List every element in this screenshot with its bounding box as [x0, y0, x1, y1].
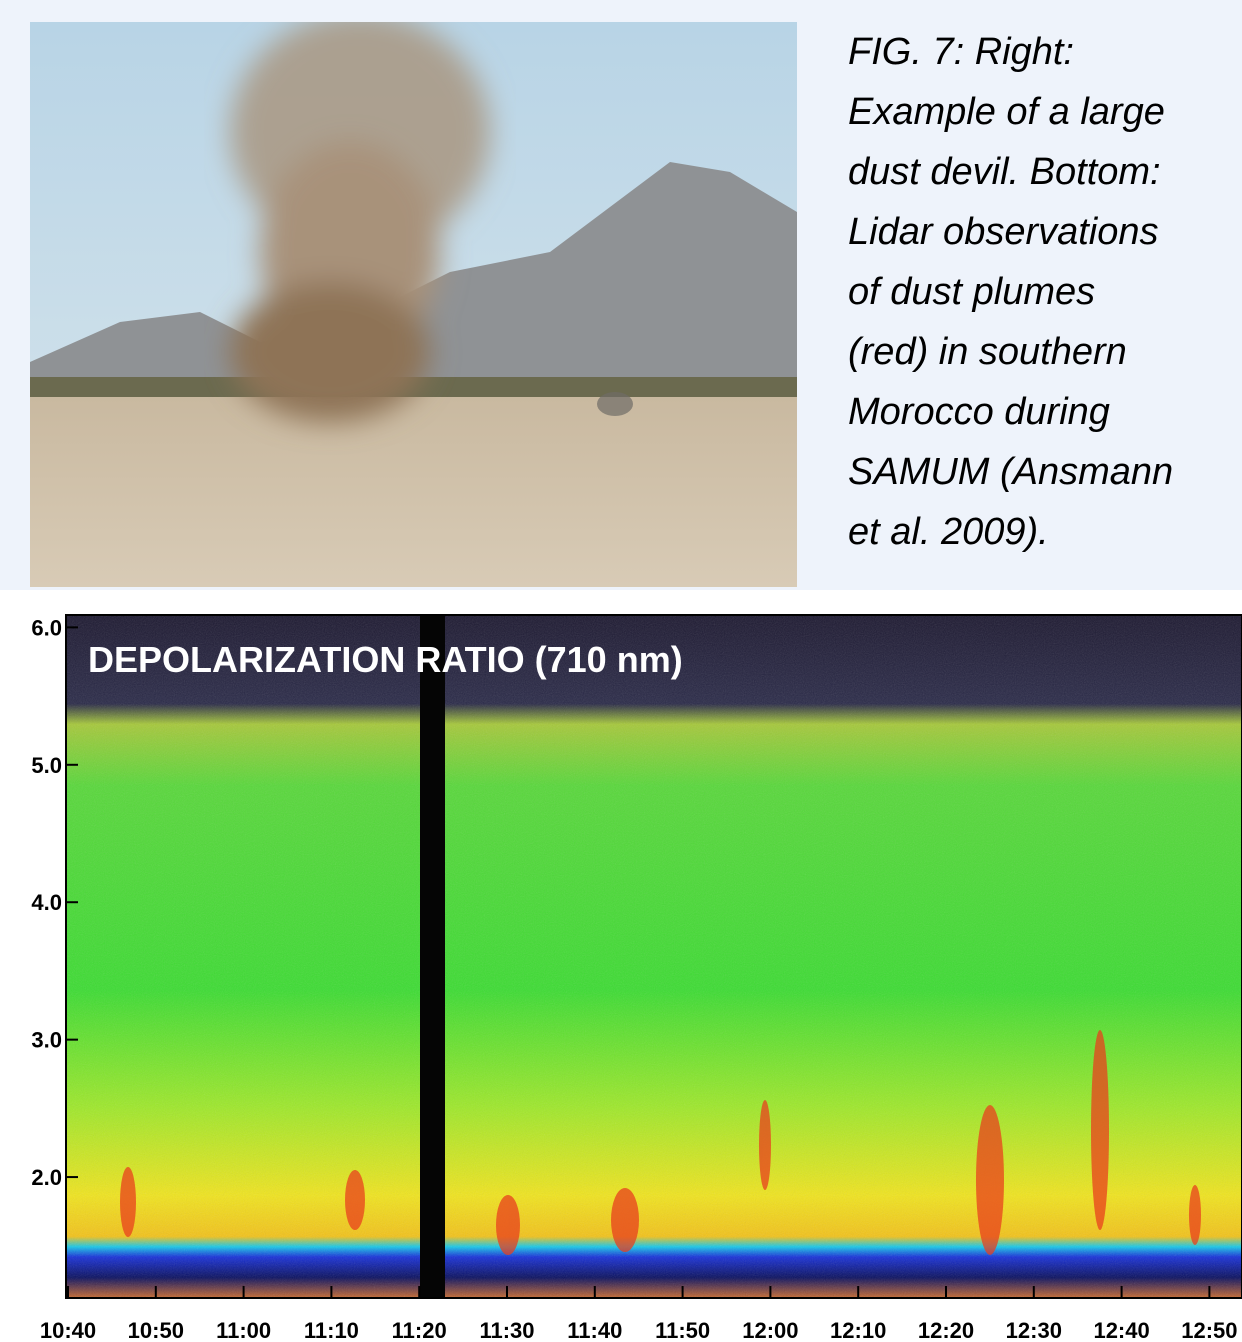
- y-tick-label: 4.0: [31, 890, 62, 915]
- caption-line: Example of a large: [848, 82, 1242, 142]
- x-tick-label: 12:20: [918, 1318, 974, 1342]
- x-tick-label: 12:40: [1093, 1318, 1149, 1342]
- y-tick-label: 6.0: [31, 615, 62, 640]
- caption-line: (red) in southern: [848, 322, 1242, 382]
- x-tick-label: 11:30: [479, 1318, 534, 1342]
- x-tick-label: 11:20: [392, 1318, 447, 1342]
- x-tick-label: 11:00: [216, 1318, 271, 1342]
- caption-line: FIG. 7: Right:: [848, 22, 1242, 82]
- x-tick-label: 11:10: [304, 1318, 359, 1342]
- caption-line: SAMUM (Ansmann: [848, 442, 1242, 502]
- x-tick-label: 11:40: [567, 1318, 622, 1342]
- x-tick-label: 12:30: [1006, 1318, 1062, 1342]
- x-tick-label: 10:40: [40, 1318, 96, 1342]
- caption-line: et al. 2009).: [848, 502, 1242, 562]
- lidar-plot: DEPOLARIZATION RATIO (710 nm) 2.0 3.0 4.0 5…: [0, 590, 1242, 1342]
- page: FIG. 7: Right:Example of a largedust dev…: [0, 0, 1242, 1342]
- x-tick-label: 10:50: [128, 1318, 184, 1342]
- caption-line: Morocco during: [848, 382, 1242, 442]
- y-tick-label: 5.0: [31, 753, 62, 778]
- x-tick-label: 12:10: [830, 1318, 886, 1342]
- y-tick-label: 3.0: [31, 1028, 62, 1053]
- plot-title: DEPOLARIZATION RATIO (710 nm): [88, 639, 683, 680]
- x-tick-label: 12:00: [742, 1318, 798, 1342]
- x-tick-label: 11:50: [655, 1318, 710, 1342]
- caption-line: dust devil. Bottom:: [848, 142, 1242, 202]
- dust-devil-photo: [30, 22, 797, 587]
- caption-line: Lidar observations: [848, 202, 1242, 262]
- caption-line: of dust plumes: [848, 262, 1242, 322]
- y-tick-label: 2.0: [31, 1165, 62, 1190]
- x-tick-label: 12:50: [1181, 1318, 1237, 1342]
